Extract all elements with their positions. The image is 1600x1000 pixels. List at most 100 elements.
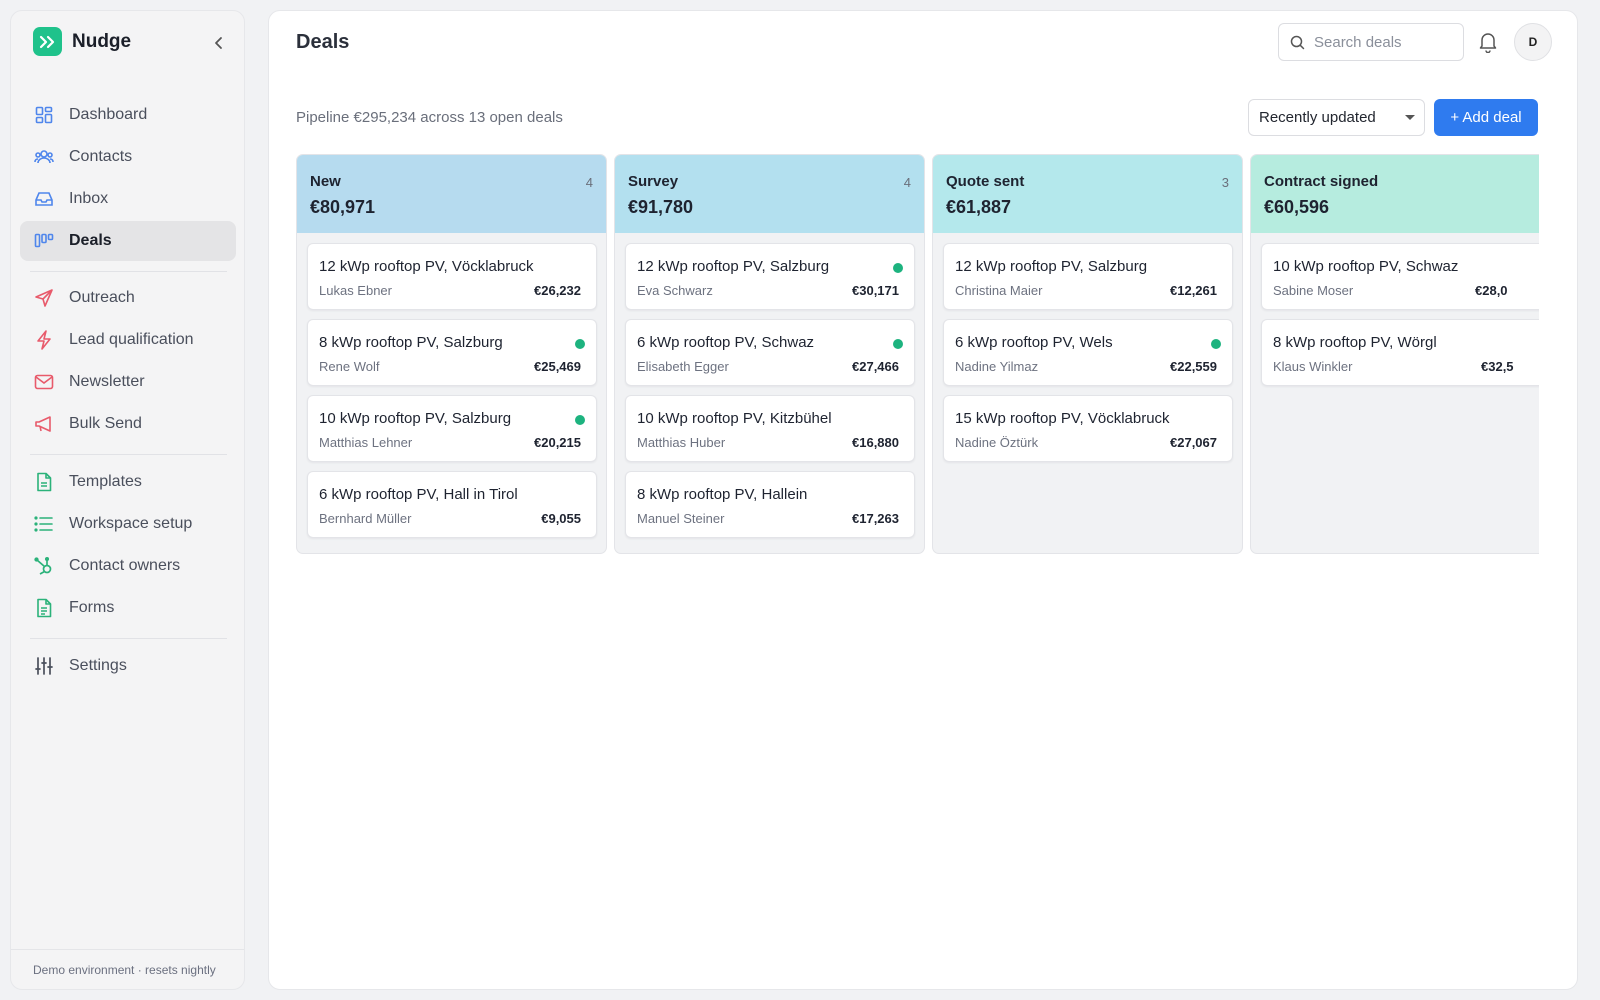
deal-contact: Nadine Yilmaz [955,359,1039,374]
list-icon [33,513,55,535]
sidebar-item-contact-owners[interactable]: Contact owners [20,546,236,586]
deal-title: 15 kWp rooftop PV, Vöcklabruck [955,410,1170,427]
avatar[interactable]: D [1514,23,1552,61]
add-deal-button[interactable]: + Add deal [1434,99,1538,136]
main-panel: Deals D Pipeline €295,234 across 13 open… [268,10,1578,990]
sidebar-item-label: Workspace setup [69,515,193,532]
bell-icon [1479,33,1497,54]
sidebar-item-label: Deals [69,232,112,249]
sidebar-item-label: Contacts [69,148,133,165]
column-header: Survey 4 €91,780 [615,155,924,233]
search-input[interactable] [1314,33,1454,51]
deal-card[interactable]: 12 kWp rooftop PV, Salzburg Christina Ma… [943,243,1233,310]
search-deals-field[interactable] [1278,23,1464,61]
sidebar-item-settings[interactable]: Settings [20,646,236,686]
deal-card[interactable]: 6 kWp rooftop PV, Schwaz Elisabeth Egger… [625,319,915,386]
sidebar-item-inbox[interactable]: Inbox [20,179,236,219]
status-dot-icon [893,263,903,273]
deal-card[interactable]: 8 kWp rooftop PV, Hallein Manuel Steiner… [625,471,915,538]
nav-divider [30,271,227,272]
deal-card[interactable]: 8 kWp rooftop PV, Wörgl Klaus Winkler €3… [1261,319,1539,386]
column-name: Quote sent [946,173,1025,190]
deal-title: 6 kWp rooftop PV, Hall in Tirol [319,486,518,503]
sidebar-item-label: Dashboard [69,106,148,123]
sidebar-item-dashboard[interactable]: Dashboard [20,95,236,135]
deal-contact: Matthias Huber [637,435,726,450]
deal-card[interactable]: 12 kWp rooftop PV, Salzburg Eva Schwarz … [625,243,915,310]
deal-title: 10 kWp rooftop PV, Salzburg [319,410,512,427]
deal-card[interactable]: 10 kWp rooftop PV, Kitzbühel Matthias Hu… [625,395,915,462]
document-icon [33,471,55,493]
deal-title: 8 kWp rooftop PV, Salzburg [319,334,503,351]
notifications-button[interactable] [1478,31,1500,54]
column-total: €80,971 [310,197,376,217]
dashboard-icon [33,104,55,126]
deal-contact: Nadine Öztürk [955,435,1039,450]
sidebar-item-bulk-send[interactable]: Bulk Send [20,404,236,444]
deal-card[interactable]: 6 kWp rooftop PV, Wels Nadine Yilmaz €22… [943,319,1233,386]
lightning-icon [33,329,55,351]
deal-title: 6 kWp rooftop PV, Wels [955,334,1113,351]
deal-amount: €9,055 [541,511,581,526]
deal-amount: €26,232 [534,283,581,298]
sidebar-item-label: Templates [69,473,142,490]
sidebar-item-lead-qualification[interactable]: Lead qualification [20,320,236,360]
sidebar-item-newsletter[interactable]: Newsletter [20,362,236,402]
deal-title: 8 kWp rooftop PV, Wörgl [1273,334,1437,351]
sidebar-item-label: Forms [69,599,115,616]
demo-environment-note: Demo environment · resets nightly [11,949,244,989]
deal-title: 12 kWp rooftop PV, Salzburg [637,258,830,275]
sidebar-item-deals[interactable]: Deals [20,221,236,261]
deal-card[interactable]: 6 kWp rooftop PV, Hall in Tirol Bernhard… [307,471,597,538]
column-contract-signed: Contract signed €60,596 10 kWp rooftop P… [1250,154,1539,554]
deal-title: 8 kWp rooftop PV, Hallein [637,486,808,503]
deal-amount: €32,5 [1481,359,1514,374]
nav-divider [30,454,227,455]
deal-card[interactable]: 8 kWp rooftop PV, Salzburg Rene Wolf €25… [307,319,597,386]
sliders-icon [33,655,55,677]
column-header: New 4 €80,971 [297,155,606,233]
column-total: €61,887 [946,197,1012,217]
deal-contact: Bernhard Müller [319,511,412,526]
deal-contact: Klaus Winkler [1273,359,1353,374]
deal-amount: €27,466 [852,359,899,374]
sidebar-item-workspace-setup[interactable]: Workspace setup [20,504,236,544]
deal-title: 10 kWp rooftop PV, Schwaz [1273,258,1459,275]
sidebar-item-outreach[interactable]: Outreach [20,278,236,318]
sidebar: Nudge Dashboard Contacts Inbox Deals Out… [10,10,245,990]
deal-card[interactable]: 12 kWp rooftop PV, Vöcklabruck Lukas Ebn… [307,243,597,310]
page-title: Deals [296,31,350,53]
column-survey: Survey 4 €91,780 12 kWp rooftop PV, Salz… [614,154,925,554]
megaphone-icon [33,413,55,435]
column-count: 3 [1221,175,1229,190]
nudge-logo-icon [33,27,62,56]
deal-card[interactable]: 15 kWp rooftop PV, Vöcklabruck Nadine Öz… [943,395,1233,462]
sidebar-item-forms[interactable]: Forms [20,588,236,628]
deal-amount: €30,171 [852,283,899,298]
status-dot-icon [575,339,585,349]
sidebar-item-contacts[interactable]: Contacts [20,137,236,177]
column-header: Quote sent 3 €61,887 [933,155,1242,233]
deal-contact: Sabine Moser [1273,283,1354,298]
sort-select[interactable]: Recently updated [1248,99,1425,136]
column-name: New [310,173,341,190]
deal-amount: €20,215 [534,435,581,450]
collapse-sidebar-button[interactable] [209,33,229,53]
status-dot-icon [575,415,585,425]
sidebar-item-label: Outreach [69,289,135,306]
deal-contact: Lukas Ebner [319,283,392,298]
deal-amount: €28,0 [1475,283,1508,298]
deal-contact: Eva Schwarz [637,283,713,298]
sidebar-item-templates[interactable]: Templates [20,462,236,502]
form-icon [33,597,55,619]
deal-card[interactable]: 10 kWp rooftop PV, Schwaz Sabine Moser €… [1261,243,1539,310]
deal-card[interactable]: 10 kWp rooftop PV, Salzburg Matthias Leh… [307,395,597,462]
column-quote-sent: Quote sent 3 €61,887 12 kWp rooftop PV, … [932,154,1243,554]
sidebar-item-label: Inbox [69,190,109,207]
deals-icon [33,230,55,252]
deal-contact: Elisabeth Egger [637,359,729,374]
nav-divider [30,638,227,639]
deals-board: New 4 €80,971 12 kWp rooftop PV, Vöcklab… [296,154,1539,564]
sort-select-value: Recently updated [1259,109,1376,126]
brand[interactable]: Nudge [33,27,131,56]
